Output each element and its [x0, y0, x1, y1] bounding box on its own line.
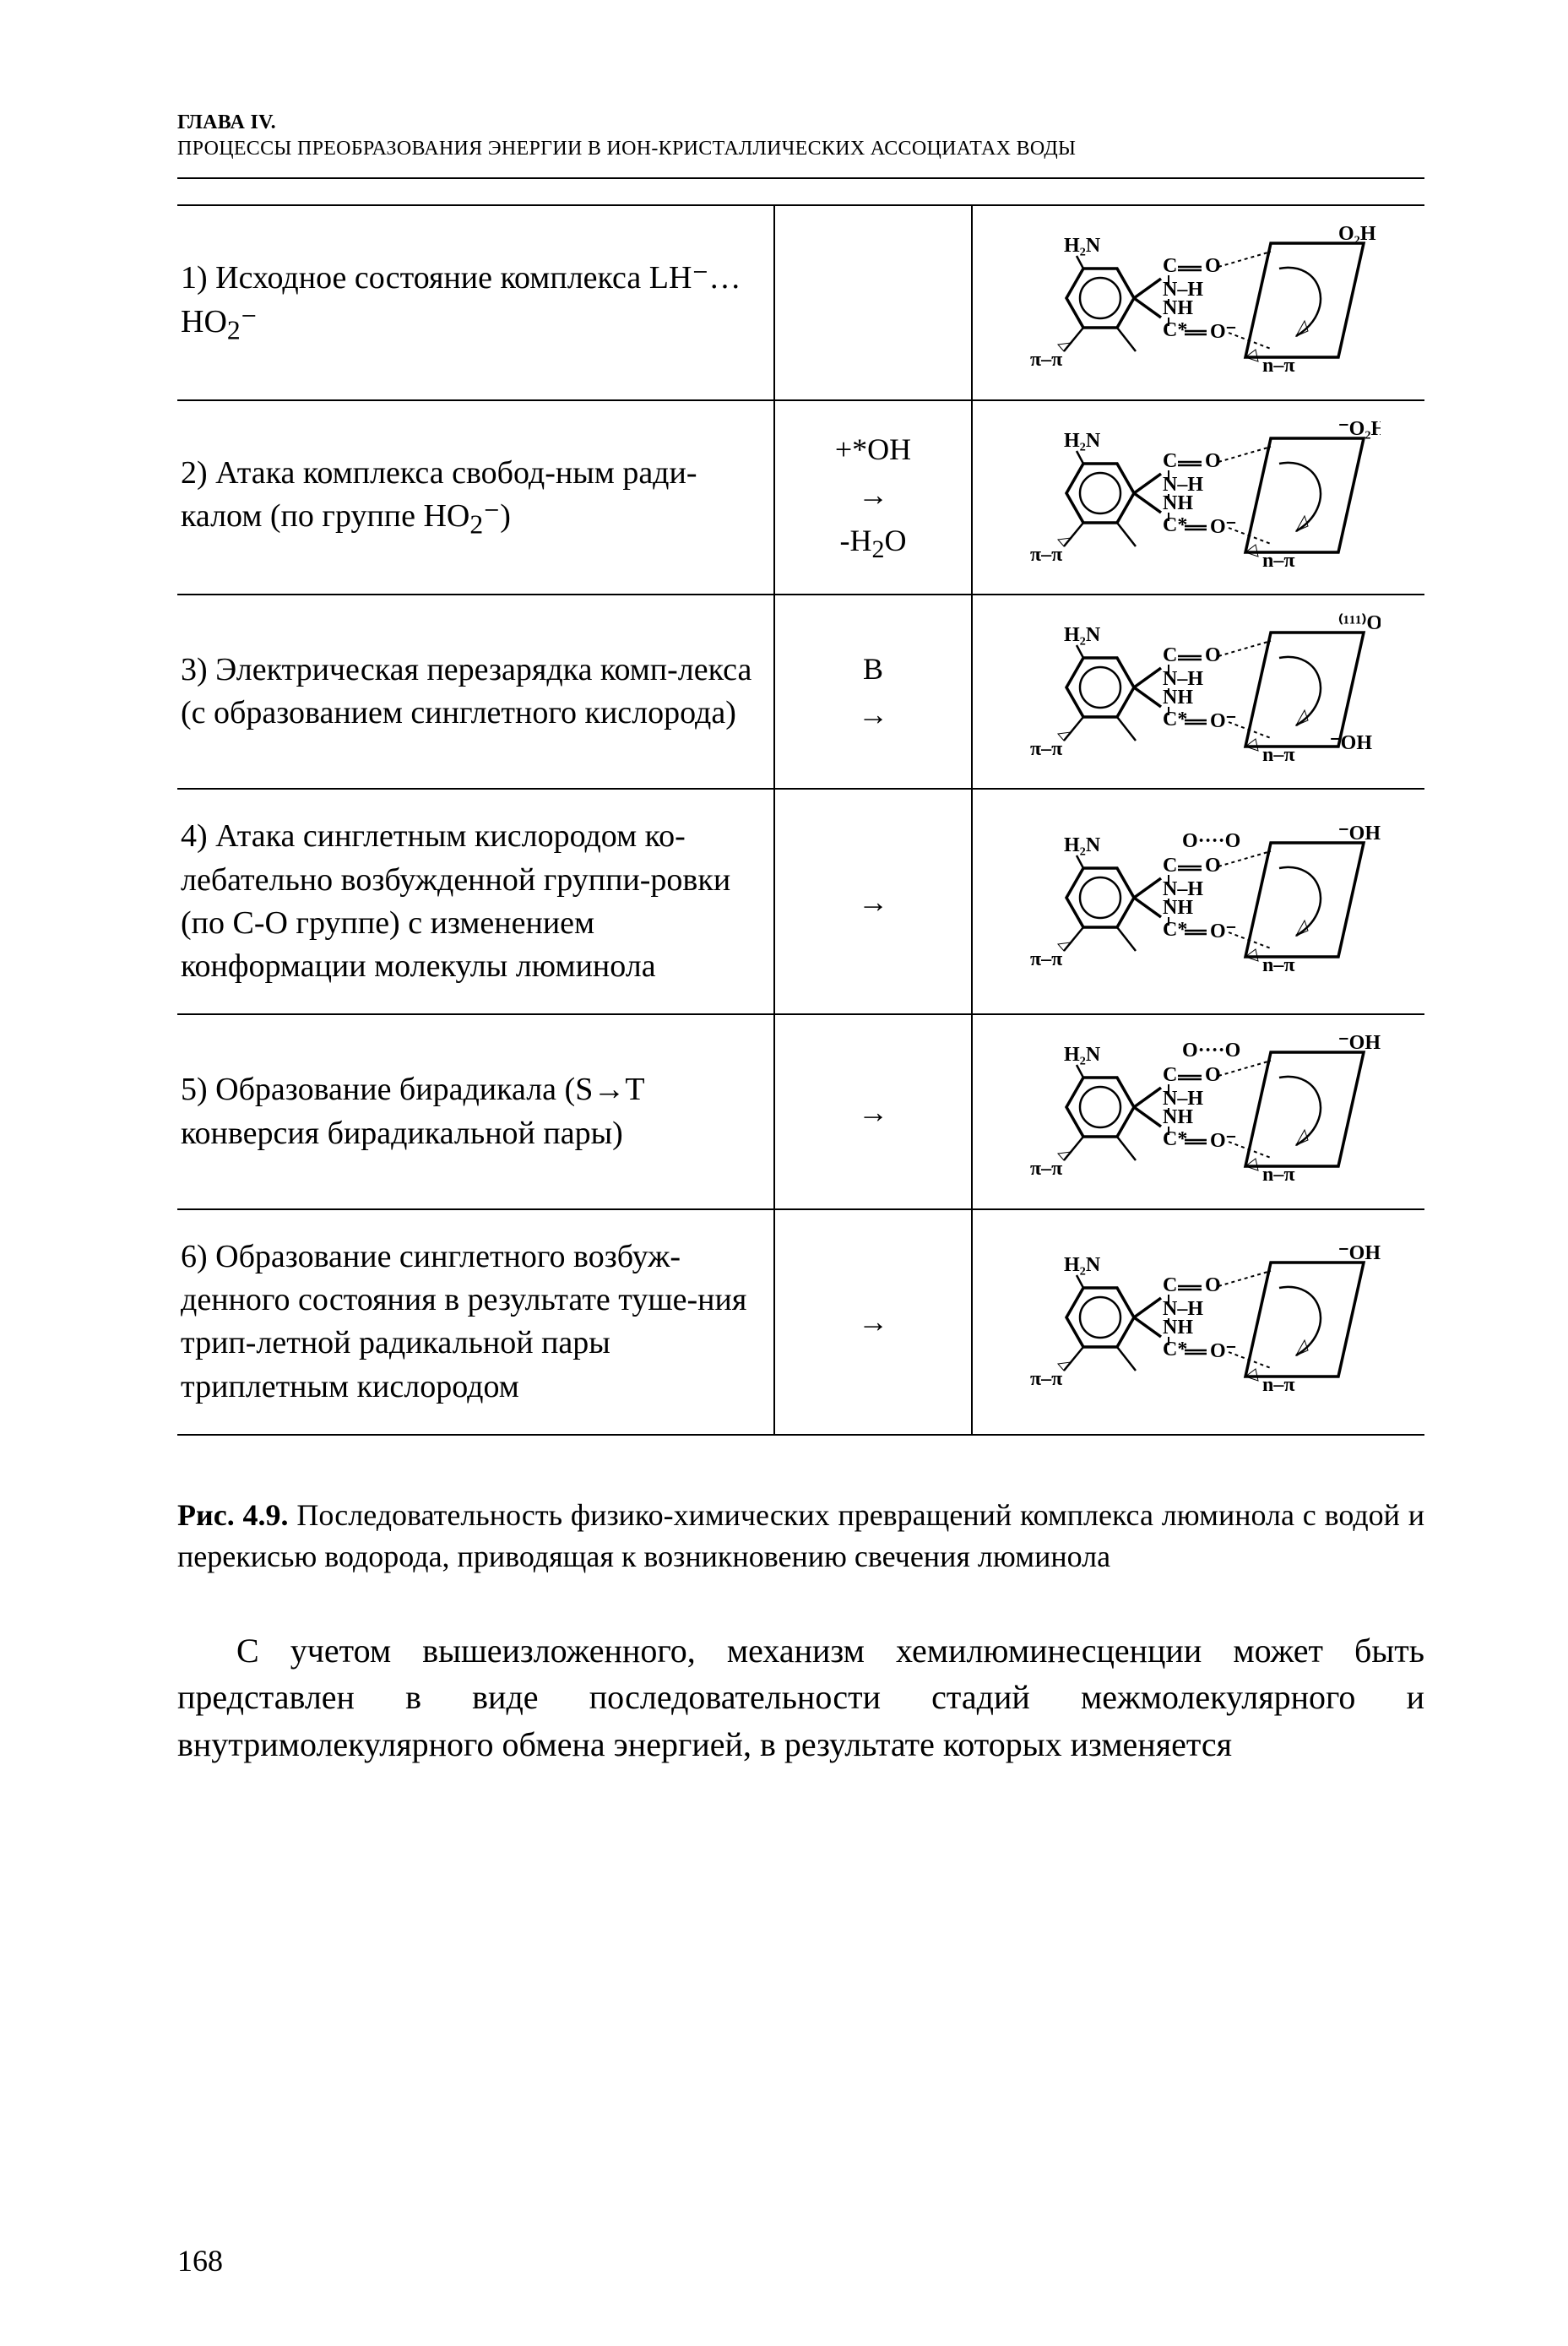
row-reaction: →	[774, 1209, 973, 1435]
svg-text:⁽¹¹¹⁾O₂: ⁽¹¹¹⁾O₂	[1338, 612, 1381, 634]
svg-text:C*: C*	[1163, 1339, 1187, 1360]
svg-text:n–π: n–π	[1262, 1374, 1295, 1396]
svg-text:π–π: π–π	[1030, 738, 1062, 760]
running-head: ГЛАВА IV. ПРОЦЕССЫ ПРЕОБРАЗОВАНИЯ ЭНЕРГИ…	[177, 110, 1424, 162]
svg-text:n–π: n–π	[1262, 355, 1295, 377]
row-diagram: H₂N π–π C O N–H NH C* O⁻ O₂H n–π	[972, 205, 1424, 399]
header-rule	[177, 177, 1424, 179]
svg-text:H₂N: H₂N	[1064, 834, 1101, 856]
body-paragraph: С учетом вышеизложенного, механизм хемил…	[177, 1627, 1424, 1768]
svg-text:C*: C*	[1163, 709, 1187, 730]
svg-text:H₂N: H₂N	[1064, 624, 1101, 646]
chapter-label: ГЛАВА IV.	[177, 110, 1424, 136]
row-reaction: →	[774, 1014, 973, 1208]
molecule-diagram: H₂N π–π C O N–H NH C* O⁻ ⁻O₂H n–π	[1017, 413, 1381, 585]
svg-text:C*: C*	[1163, 1128, 1187, 1150]
svg-text:H₂N: H₂N	[1064, 1254, 1101, 1276]
svg-text:⁻O₂H: ⁻O₂H	[1338, 418, 1381, 440]
svg-text:NH: NH	[1163, 297, 1193, 319]
svg-text:O⁻: O⁻	[1210, 1130, 1236, 1152]
chapter-title: ПРОЦЕССЫ ПРЕОБРАЗОВАНИЯ ЭНЕРГИИ В ИОН-КР…	[177, 136, 1424, 162]
row-diagram: H₂N π–π C O N–H NH C* O⁻ ⁻OH n–π	[972, 1209, 1424, 1435]
svg-text:π–π: π–π	[1030, 349, 1062, 371]
svg-text:C: C	[1163, 855, 1177, 877]
reaction-table-body: 1) Исходное состояние комплекса LH⁻…HO2⁻…	[177, 205, 1424, 1435]
svg-text:⁻OH: ⁻OH	[1338, 823, 1381, 844]
svg-text:π–π: π–π	[1030, 1368, 1062, 1390]
svg-text:π–π: π–π	[1030, 948, 1062, 970]
molecule-diagram: H₂N π–π C O N–H NH C* O⁻ O₂H n–π	[1017, 218, 1381, 390]
svg-text:H₂N: H₂N	[1064, 1044, 1101, 1066]
svg-text:C: C	[1163, 450, 1177, 472]
svg-text:⁻OH: ⁻OH	[1338, 1242, 1381, 1264]
row-diagram: H₂N π–π C O N–H NH C* O⁻ O····O ⁻OH n–π	[972, 1014, 1424, 1208]
molecule-diagram: H₂N π–π C O N–H NH C* O⁻ O····O ⁻OH n–π	[1017, 1027, 1381, 1199]
row-description: 1) Исходное состояние комплекса LH⁻…HO2⁻	[177, 205, 774, 399]
svg-text:O⁻: O⁻	[1210, 516, 1236, 538]
row-reaction: +*OH→-H2O	[774, 400, 973, 595]
svg-text:NH: NH	[1163, 687, 1193, 709]
svg-text:π–π: π–π	[1030, 544, 1062, 566]
svg-text:C: C	[1163, 1064, 1177, 1086]
table-row: 6) Образование синглетного возбуж-денног…	[177, 1209, 1424, 1435]
table-row: 5) Образование бирадикала (S→T конверсия…	[177, 1014, 1424, 1208]
svg-text:NH: NH	[1163, 492, 1193, 514]
molecule-diagram: H₂N π–π C O N–H NH C* O⁻ O····O ⁻OH n–π	[1017, 817, 1381, 990]
row-description: 2) Атака комплекса свобод-ным ради-калом…	[177, 400, 774, 595]
svg-text:H₂N: H₂N	[1064, 430, 1101, 452]
svg-text:π–π: π–π	[1030, 1158, 1062, 1180]
svg-text:⁻OH: ⁻OH	[1330, 732, 1372, 754]
svg-text:NH: NH	[1163, 897, 1193, 919]
table-row: 3) Электрическая перезарядка комп-лекса …	[177, 595, 1424, 789]
svg-text:n–π: n–π	[1262, 744, 1295, 766]
svg-text:O⁻: O⁻	[1210, 920, 1236, 942]
row-diagram: H₂N π–π C O N–H NH C* O⁻ ⁻O₂H n–π	[972, 400, 1424, 595]
caption-lead: Рис. 4.9.	[177, 1498, 289, 1532]
svg-text:O····O: O····O	[1182, 1040, 1240, 1062]
svg-text:n–π: n–π	[1262, 1164, 1295, 1186]
table-row: 2) Атака комплекса свобод-ным ради-калом…	[177, 400, 1424, 595]
figure-caption: Рис. 4.9. Последовательность физико-хими…	[177, 1495, 1424, 1577]
svg-text:C: C	[1163, 1274, 1177, 1296]
svg-text:O····O: O····O	[1182, 830, 1240, 852]
caption-text: Последовательность физико-химических пре…	[177, 1498, 1424, 1573]
svg-text:C*: C*	[1163, 919, 1187, 941]
svg-text:n–π: n–π	[1262, 550, 1295, 572]
molecule-diagram: H₂N π–π C O N–H NH C* O⁻ ⁽¹¹¹⁾O₂ n–π ⁻OH	[1017, 607, 1381, 779]
row-description: 3) Электрическая перезарядка комп-лекса …	[177, 595, 774, 789]
row-reaction: B→	[774, 595, 973, 789]
page-number: 168	[177, 2243, 223, 2278]
row-description: 4) Атака синглетным кислородом ко-лебате…	[177, 789, 774, 1014]
svg-text:NH: NH	[1163, 1317, 1193, 1339]
svg-text:O⁻: O⁻	[1210, 1340, 1236, 1362]
table-row: 4) Атака синглетным кислородом ко-лебате…	[177, 789, 1424, 1014]
svg-text:C*: C*	[1163, 514, 1187, 536]
svg-text:NH: NH	[1163, 1106, 1193, 1128]
svg-text:C*: C*	[1163, 319, 1187, 341]
row-reaction	[774, 205, 973, 399]
svg-text:H₂N: H₂N	[1064, 235, 1101, 257]
svg-text:O₂H: O₂H	[1338, 223, 1376, 245]
row-description: 5) Образование бирадикала (S→T конверсия…	[177, 1014, 774, 1208]
svg-text:⁻OH: ⁻OH	[1338, 1032, 1381, 1054]
svg-text:n–π: n–π	[1262, 954, 1295, 976]
row-description: 6) Образование синглетного возбуж-денног…	[177, 1209, 774, 1435]
svg-text:C: C	[1163, 255, 1177, 277]
page: ГЛАВА IV. ПРОЦЕССЫ ПРЕОБРАЗОВАНИЯ ЭНЕРГИ…	[0, 0, 1568, 2346]
table-row: 1) Исходное состояние комплекса LH⁻…HO2⁻…	[177, 205, 1424, 399]
row-diagram: H₂N π–π C O N–H NH C* O⁻ ⁽¹¹¹⁾O₂ n–π ⁻OH	[972, 595, 1424, 789]
row-diagram: H₂N π–π C O N–H NH C* O⁻ O····O ⁻OH n–π	[972, 789, 1424, 1014]
row-reaction: →	[774, 789, 973, 1014]
svg-text:O⁻: O⁻	[1210, 321, 1236, 343]
svg-text:O⁻: O⁻	[1210, 710, 1236, 732]
svg-text:C: C	[1163, 644, 1177, 666]
molecule-diagram: H₂N π–π C O N–H NH C* O⁻ ⁻OH n–π	[1017, 1237, 1381, 1409]
reaction-table: 1) Исходное состояние комплекса LH⁻…HO2⁻…	[177, 204, 1424, 1436]
